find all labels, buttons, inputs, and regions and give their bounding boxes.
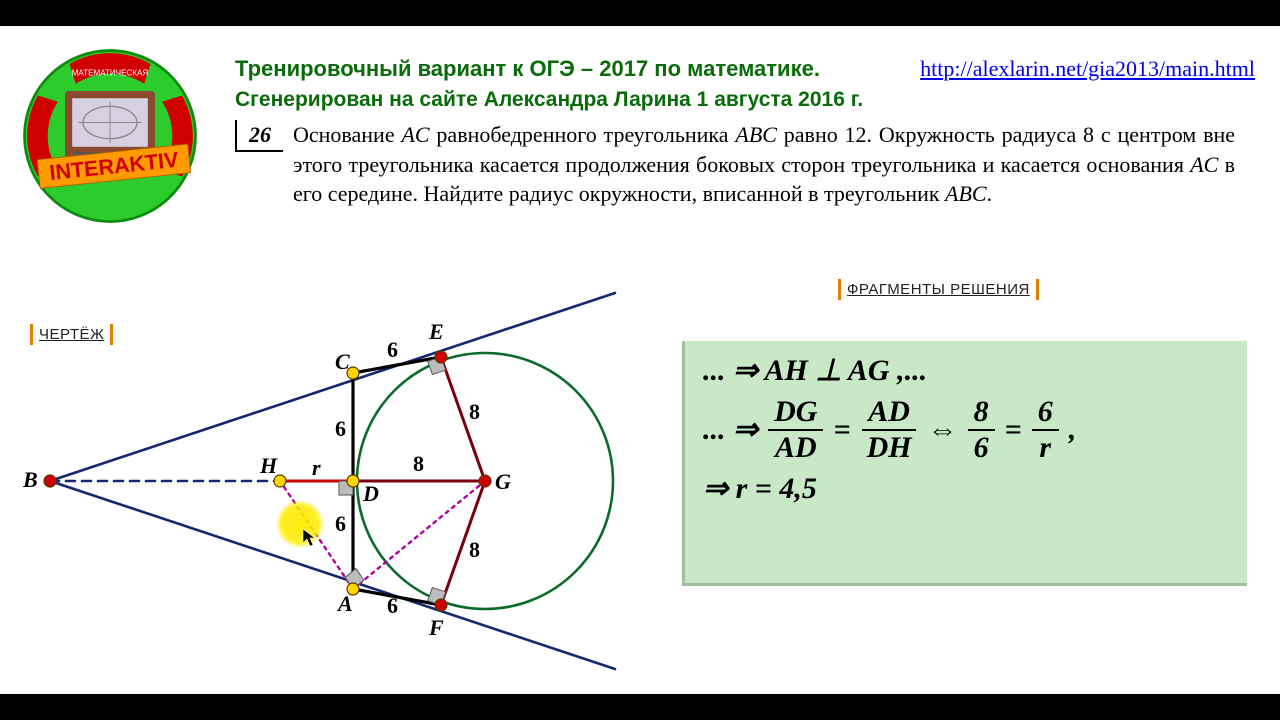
- source-link[interactable]: http://alexlarin.net/gia2013/main.html: [920, 56, 1255, 82]
- svg-text:F: F: [428, 615, 444, 640]
- svg-text:H: H: [259, 453, 278, 478]
- svg-text:6: 6: [387, 593, 398, 618]
- problem-number: 26: [235, 120, 283, 152]
- svg-text:6: 6: [335, 511, 346, 536]
- svg-text:D: D: [362, 481, 379, 506]
- solution-box: ... ⇒ AH ⊥ AG ,... ... ⇒ DGAD = ADDH ⇔ 8…: [682, 341, 1247, 586]
- cursor-icon: [302, 528, 318, 553]
- svg-text:6: 6: [335, 416, 346, 441]
- svg-text:G: G: [495, 469, 511, 494]
- solution-line-2: ... ⇒ DGAD = ADDH ⇔ 86 = 6r ,: [703, 397, 1229, 463]
- svg-text:C: C: [335, 349, 350, 374]
- problem-text: Основание AC равнобедренного треугольник…: [293, 120, 1255, 209]
- page-subtitle: Сгенерирован на сайте Александра Ларина …: [235, 88, 1255, 112]
- svg-text:8: 8: [469, 399, 480, 424]
- svg-text:A: A: [336, 591, 353, 616]
- logo-badge: МАТЕМАТИЧЕСКАЯ INTERAKTIV: [20, 46, 200, 226]
- svg-text:B: B: [22, 467, 38, 492]
- svg-text:E: E: [428, 319, 444, 344]
- geometry-diagram: B H D G C A E F 6 6 6 6 8 8 8 r: [5, 261, 665, 691]
- svg-text:8: 8: [469, 537, 480, 562]
- solution-line-3: ⇒ r = 4,5: [703, 471, 1229, 507]
- logo-top-text: МАТЕМАТИЧЕСКАЯ: [72, 69, 149, 78]
- svg-text:r: r: [312, 455, 321, 480]
- svg-text:8: 8: [413, 451, 424, 476]
- svg-text:6: 6: [387, 337, 398, 362]
- solution-line-1: ... ⇒ AH ⊥ AG ,...: [703, 353, 1229, 389]
- solution-label: ФРАГМЕНТЫ РЕШЕНИЯ: [838, 279, 1039, 300]
